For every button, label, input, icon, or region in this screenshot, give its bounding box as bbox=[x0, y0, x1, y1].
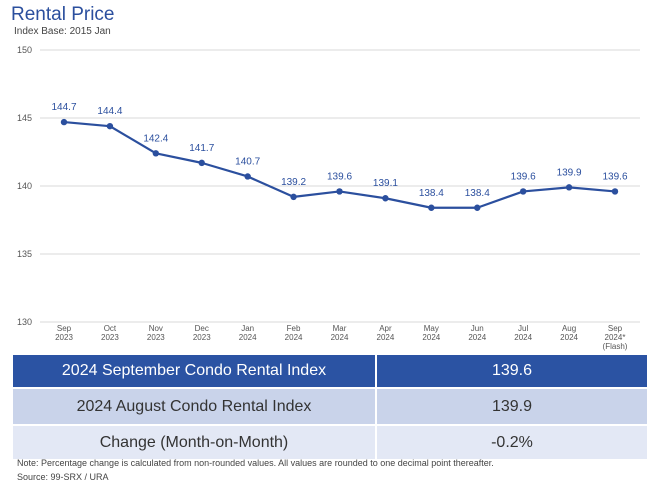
x-tick-label: 2024 bbox=[377, 333, 395, 342]
x-tick-label: Jan bbox=[241, 324, 254, 333]
x-tick-label: (Flash) bbox=[603, 342, 628, 351]
x-tick-label: Apr bbox=[379, 324, 392, 333]
data-point bbox=[519, 188, 527, 195]
september-index-value: 139.6 bbox=[376, 355, 647, 389]
data-point bbox=[565, 184, 573, 191]
data-label: 140.7 bbox=[235, 156, 260, 167]
data-label: 144.4 bbox=[97, 106, 122, 117]
x-tick-label: Jun bbox=[471, 324, 484, 333]
data-point bbox=[198, 159, 205, 167]
chart-subtitle: Index Base: 2015 Jan bbox=[14, 26, 111, 37]
footnote: Note: Percentage change is calculated fr… bbox=[17, 458, 494, 468]
x-tick-label: 2024 bbox=[422, 333, 440, 342]
y-tick-label: 130 bbox=[17, 317, 32, 327]
y-tick-label: 140 bbox=[17, 181, 32, 191]
y-tick-label: 145 bbox=[17, 113, 32, 123]
data-label: 138.4 bbox=[465, 188, 490, 199]
data-point bbox=[60, 118, 68, 126]
x-tick-label: Oct bbox=[104, 324, 117, 333]
data-label: 141.7 bbox=[189, 143, 214, 154]
x-tick-label: 2023 bbox=[55, 333, 73, 342]
x-tick-label: May bbox=[424, 324, 439, 333]
x-tick-label: 2024 bbox=[468, 333, 486, 342]
x-tick-label: 2024 bbox=[514, 333, 532, 342]
x-tick-label: Sep bbox=[608, 324, 623, 333]
line-chart: 130135140145150Sep2023Oct2023Nov2023Dec2… bbox=[17, 45, 640, 351]
data-label: 139.6 bbox=[327, 171, 352, 182]
data-label: 139.2 bbox=[281, 177, 306, 188]
data-point bbox=[152, 150, 160, 157]
change-value: -0.2% bbox=[376, 425, 647, 459]
x-tick-label: 2024 bbox=[239, 333, 257, 342]
data-point bbox=[106, 122, 114, 130]
x-tick-label: Mar bbox=[333, 324, 347, 333]
data-label: 139.6 bbox=[511, 171, 536, 182]
index-summary-table: 2024 September Condo Rental Index 139.6 … bbox=[13, 355, 647, 459]
data-label: 138.4 bbox=[419, 188, 444, 199]
y-tick-label: 135 bbox=[17, 249, 32, 259]
data-label: 142.4 bbox=[143, 133, 168, 144]
x-tick-label: Jul bbox=[518, 324, 528, 333]
x-tick-label: Dec bbox=[195, 324, 209, 333]
x-tick-label: Aug bbox=[562, 324, 576, 333]
x-tick-label: Sep bbox=[57, 324, 72, 333]
chart-title: Rental Price bbox=[11, 4, 115, 25]
x-tick-label: 2024 bbox=[331, 333, 349, 342]
x-tick-label: 2023 bbox=[101, 333, 119, 342]
data-point bbox=[611, 188, 619, 195]
data-point bbox=[244, 173, 251, 180]
data-point bbox=[290, 193, 297, 201]
data-point bbox=[336, 188, 343, 195]
x-tick-label: 2023 bbox=[147, 333, 165, 342]
data-label: 139.6 bbox=[602, 171, 627, 182]
data-point bbox=[428, 204, 435, 211]
table-row-september: 2024 September Condo Rental Index 139.6 bbox=[13, 355, 647, 389]
august-index-label: 2024 August Condo Rental Index bbox=[13, 388, 377, 426]
data-point bbox=[474, 204, 481, 211]
september-index-label: 2024 September Condo Rental Index bbox=[13, 355, 377, 389]
x-tick-label: 2024 bbox=[560, 333, 578, 342]
x-tick-label: 2024* bbox=[605, 333, 626, 342]
table-row-change: Change (Month-on-Month) -0.2% bbox=[13, 425, 647, 459]
y-tick-label: 150 bbox=[17, 45, 32, 55]
data-label: 139.9 bbox=[557, 167, 582, 178]
x-tick-label: Nov bbox=[149, 324, 163, 333]
x-tick-label: 2023 bbox=[193, 333, 211, 342]
x-tick-label: 2024 bbox=[285, 333, 303, 342]
change-label: Change (Month-on-Month) bbox=[13, 425, 377, 459]
table-row-august: 2024 August Condo Rental Index 139.9 bbox=[13, 388, 647, 426]
data-point bbox=[382, 195, 389, 202]
source-note: Source: 99-SRX / URA bbox=[17, 472, 109, 482]
august-index-value: 139.9 bbox=[376, 388, 647, 426]
data-label: 144.7 bbox=[51, 102, 76, 113]
x-tick-label: Feb bbox=[287, 324, 301, 333]
data-label: 139.1 bbox=[373, 178, 398, 189]
